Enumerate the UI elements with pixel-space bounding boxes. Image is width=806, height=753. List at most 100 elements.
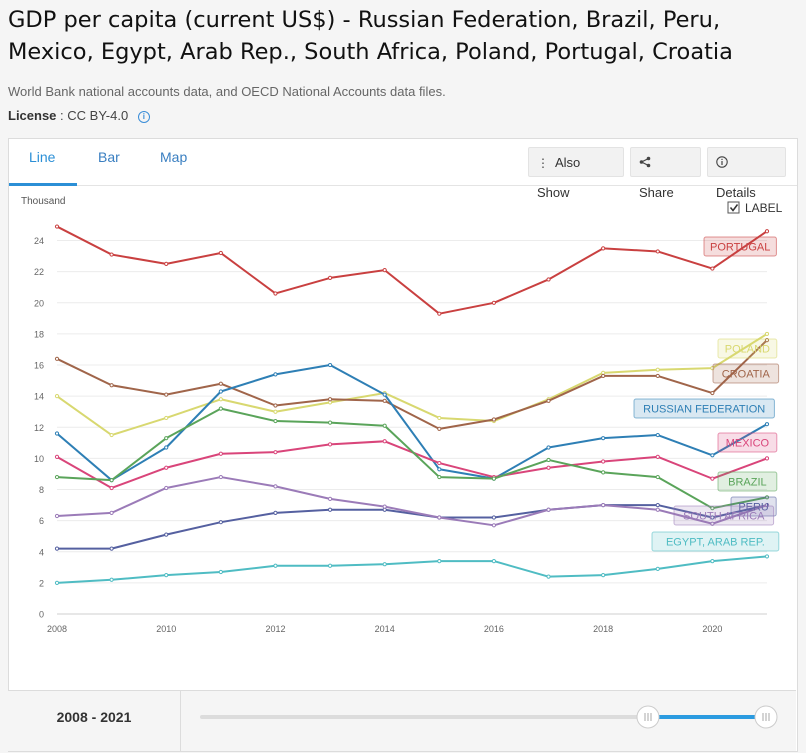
data-point[interactable] — [710, 266, 715, 271]
data-point[interactable] — [655, 249, 660, 254]
tab-bar[interactable]: Bar — [98, 149, 120, 165]
data-point[interactable] — [491, 476, 497, 481]
data-point[interactable] — [327, 442, 333, 447]
slider-handle-end[interactable] — [754, 705, 778, 729]
data-point[interactable] — [109, 577, 114, 582]
data-point[interactable] — [437, 474, 442, 480]
data-point[interactable] — [710, 558, 715, 564]
data-point[interactable] — [546, 574, 551, 579]
data-point[interactable] — [382, 268, 387, 273]
data-point[interactable] — [546, 507, 551, 512]
data-point[interactable] — [164, 532, 169, 537]
data-point[interactable] — [327, 563, 333, 568]
label-toggle-text[interactable]: LABEL — [745, 201, 783, 215]
data-point[interactable] — [54, 431, 60, 436]
data-point[interactable] — [382, 392, 387, 397]
data-point[interactable] — [327, 507, 333, 512]
data-point[interactable] — [437, 460, 442, 466]
data-point[interactable] — [437, 558, 442, 564]
data-point[interactable] — [218, 397, 223, 402]
data-point[interactable] — [546, 465, 551, 470]
data-point[interactable] — [273, 409, 278, 414]
data-point[interactable] — [764, 456, 770, 461]
details-button[interactable]: Details — [707, 147, 786, 200]
data-point[interactable] — [764, 229, 770, 234]
data-point[interactable] — [601, 502, 606, 508]
data-point[interactable] — [218, 406, 223, 411]
data-point[interactable] — [327, 397, 333, 402]
data-point[interactable] — [164, 392, 169, 397]
data-point[interactable] — [273, 510, 278, 515]
label-checkbox[interactable] — [727, 201, 740, 214]
data-point[interactable] — [546, 398, 551, 403]
data-point[interactable] — [54, 474, 60, 480]
data-point[interactable] — [327, 362, 333, 368]
data-point[interactable] — [764, 422, 770, 427]
data-point[interactable] — [164, 261, 169, 267]
data-point[interactable] — [382, 398, 387, 403]
data-point[interactable] — [655, 474, 660, 480]
data-point[interactable] — [218, 474, 223, 480]
tab-map[interactable]: Map — [160, 149, 188, 165]
data-point[interactable] — [546, 457, 551, 463]
data-point[interactable] — [491, 523, 497, 528]
series-line[interactable] — [56, 555, 768, 584]
data-point[interactable] — [437, 515, 442, 520]
data-point[interactable] — [109, 432, 114, 438]
data-point[interactable] — [218, 451, 223, 456]
data-point[interactable] — [601, 459, 606, 464]
data-point[interactable] — [382, 562, 387, 567]
data-point[interactable] — [273, 418, 278, 424]
data-point[interactable] — [164, 415, 169, 421]
data-point[interactable] — [710, 453, 715, 458]
data-point[interactable] — [601, 436, 606, 441]
data-point[interactable] — [764, 331, 770, 337]
data-point[interactable] — [382, 423, 387, 428]
data-point[interactable] — [164, 573, 169, 578]
data-point[interactable] — [437, 415, 442, 421]
data-point[interactable] — [382, 439, 387, 444]
slider-handle-start[interactable] — [636, 705, 660, 729]
range-slider[interactable] — [8, 691, 796, 751]
data-point[interactable] — [655, 507, 660, 512]
data-point[interactable] — [601, 470, 606, 475]
data-point[interactable] — [327, 496, 333, 501]
data-point[interactable] — [601, 573, 606, 578]
series-line[interactable] — [57, 504, 768, 550]
data-point[interactable] — [491, 300, 497, 305]
data-point[interactable] — [601, 373, 606, 379]
data-point[interactable] — [273, 450, 278, 455]
data-point[interactable] — [327, 420, 333, 425]
data-point[interactable] — [164, 436, 169, 441]
data-point[interactable] — [437, 426, 442, 431]
data-point[interactable] — [437, 311, 442, 316]
data-point[interactable] — [710, 515, 715, 520]
data-point[interactable] — [218, 520, 223, 525]
series-line[interactable] — [56, 225, 768, 315]
info-icon[interactable]: i — [137, 111, 150, 123]
data-point[interactable] — [109, 478, 114, 483]
data-point[interactable] — [710, 506, 715, 511]
data-point[interactable] — [491, 558, 497, 564]
series-line[interactable] — [56, 364, 768, 482]
data-point[interactable] — [54, 394, 60, 399]
data-point[interactable] — [164, 485, 169, 491]
data-point[interactable] — [273, 484, 278, 489]
data-point[interactable] — [218, 389, 223, 394]
data-point[interactable] — [218, 569, 223, 575]
data-point[interactable] — [164, 465, 169, 470]
data-point[interactable] — [109, 252, 114, 257]
data-point[interactable] — [109, 510, 114, 515]
data-point[interactable] — [109, 485, 114, 491]
share-button[interactable]: Share — [630, 147, 701, 200]
series-line[interactable] — [56, 407, 768, 510]
data-point[interactable] — [109, 546, 114, 551]
data-point[interactable] — [327, 275, 333, 281]
data-point[interactable] — [491, 417, 497, 422]
data-point[interactable] — [164, 445, 169, 450]
data-point[interactable] — [273, 372, 278, 377]
series-line[interactable] — [56, 333, 768, 437]
series-line[interactable] — [56, 339, 768, 430]
data-point[interactable] — [546, 277, 551, 282]
data-point[interactable] — [218, 381, 223, 386]
